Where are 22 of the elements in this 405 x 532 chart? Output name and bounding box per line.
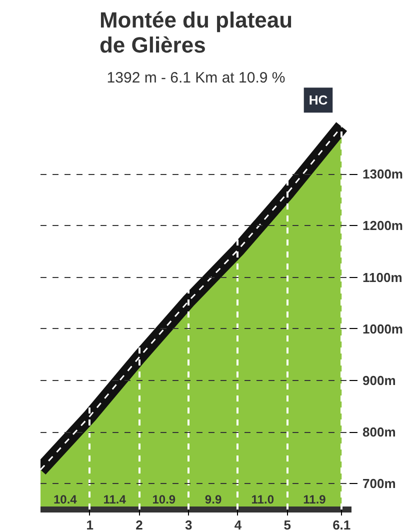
chart-title: Montée du plateau de Glières [99,8,293,58]
x-tick-label: 2 [136,518,143,532]
annotation: 11.0 [251,492,274,506]
annotation: 9.9 [204,492,222,506]
y-tick-label: 1100m [362,270,402,285]
x-tick-label: 1 [86,518,94,532]
annotation: 11.4 [103,492,126,506]
x-tick-label: 5 [284,518,291,532]
y-tick-label: 1200m [362,218,403,234]
annotation: 11.9 [303,492,326,506]
annotation: 10.4 [54,492,78,506]
annotation: 10.9 [152,492,176,506]
y-tick-label: 800m [362,424,396,440]
x-tick-label: 6.1 [332,518,351,532]
x-tick-label: 3 [184,518,192,532]
y-tick-label: 1000m [362,321,403,336]
annotation: HC [308,92,328,108]
y-tick-label: 700m [362,476,396,492]
chart-subtitle: 1392 m - 6.1 Km at 10.9 % [106,70,286,86]
y-tick-label: 1300m [362,166,403,182]
y-tick-label: 900m [362,372,396,388]
x-tick-label: 4 [234,518,242,532]
